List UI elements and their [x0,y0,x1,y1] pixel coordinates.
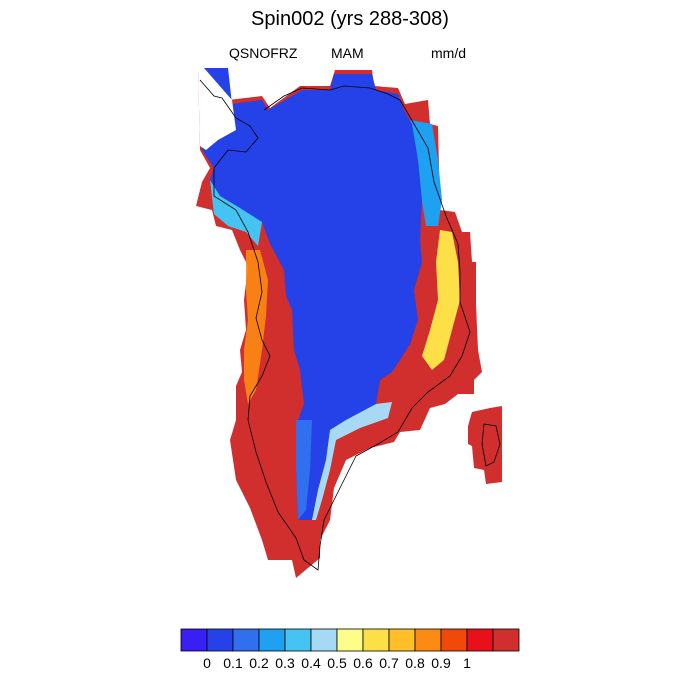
interior-transition-west [296,420,312,520]
interior-transition-south [312,402,392,520]
season-label: MAM [331,45,364,61]
interior-ice-region [200,68,422,520]
colorbar-swatch [258,628,286,652]
plot-title: Spin002 (yrs 288-308) [251,8,449,30]
colorbar-swatch [388,628,416,652]
units-label: mm/d [431,45,466,61]
colorbar-swatch [310,628,338,652]
colorbar-swatch [284,628,312,652]
colorbar-swatch [232,628,260,652]
coastline-outline [199,79,471,571]
margin-yellow-band [422,230,460,370]
colorbar-swatch [362,628,390,652]
colorbar-swatch [466,628,494,652]
colorbar-swatch [206,628,234,652]
margin-lightblue-band-east [410,120,442,226]
colorbar-swatch [414,628,442,652]
margin-orange-band [244,250,268,404]
north-gap-1 [252,70,300,104]
variable-label: QSNOFRZ [229,45,298,61]
colorbar-swatch [440,628,468,652]
colorbar-swatch [180,628,208,652]
colorbar-swatch [492,628,520,652]
colorbar-swatch [336,628,364,652]
island-coastline [481,423,501,467]
